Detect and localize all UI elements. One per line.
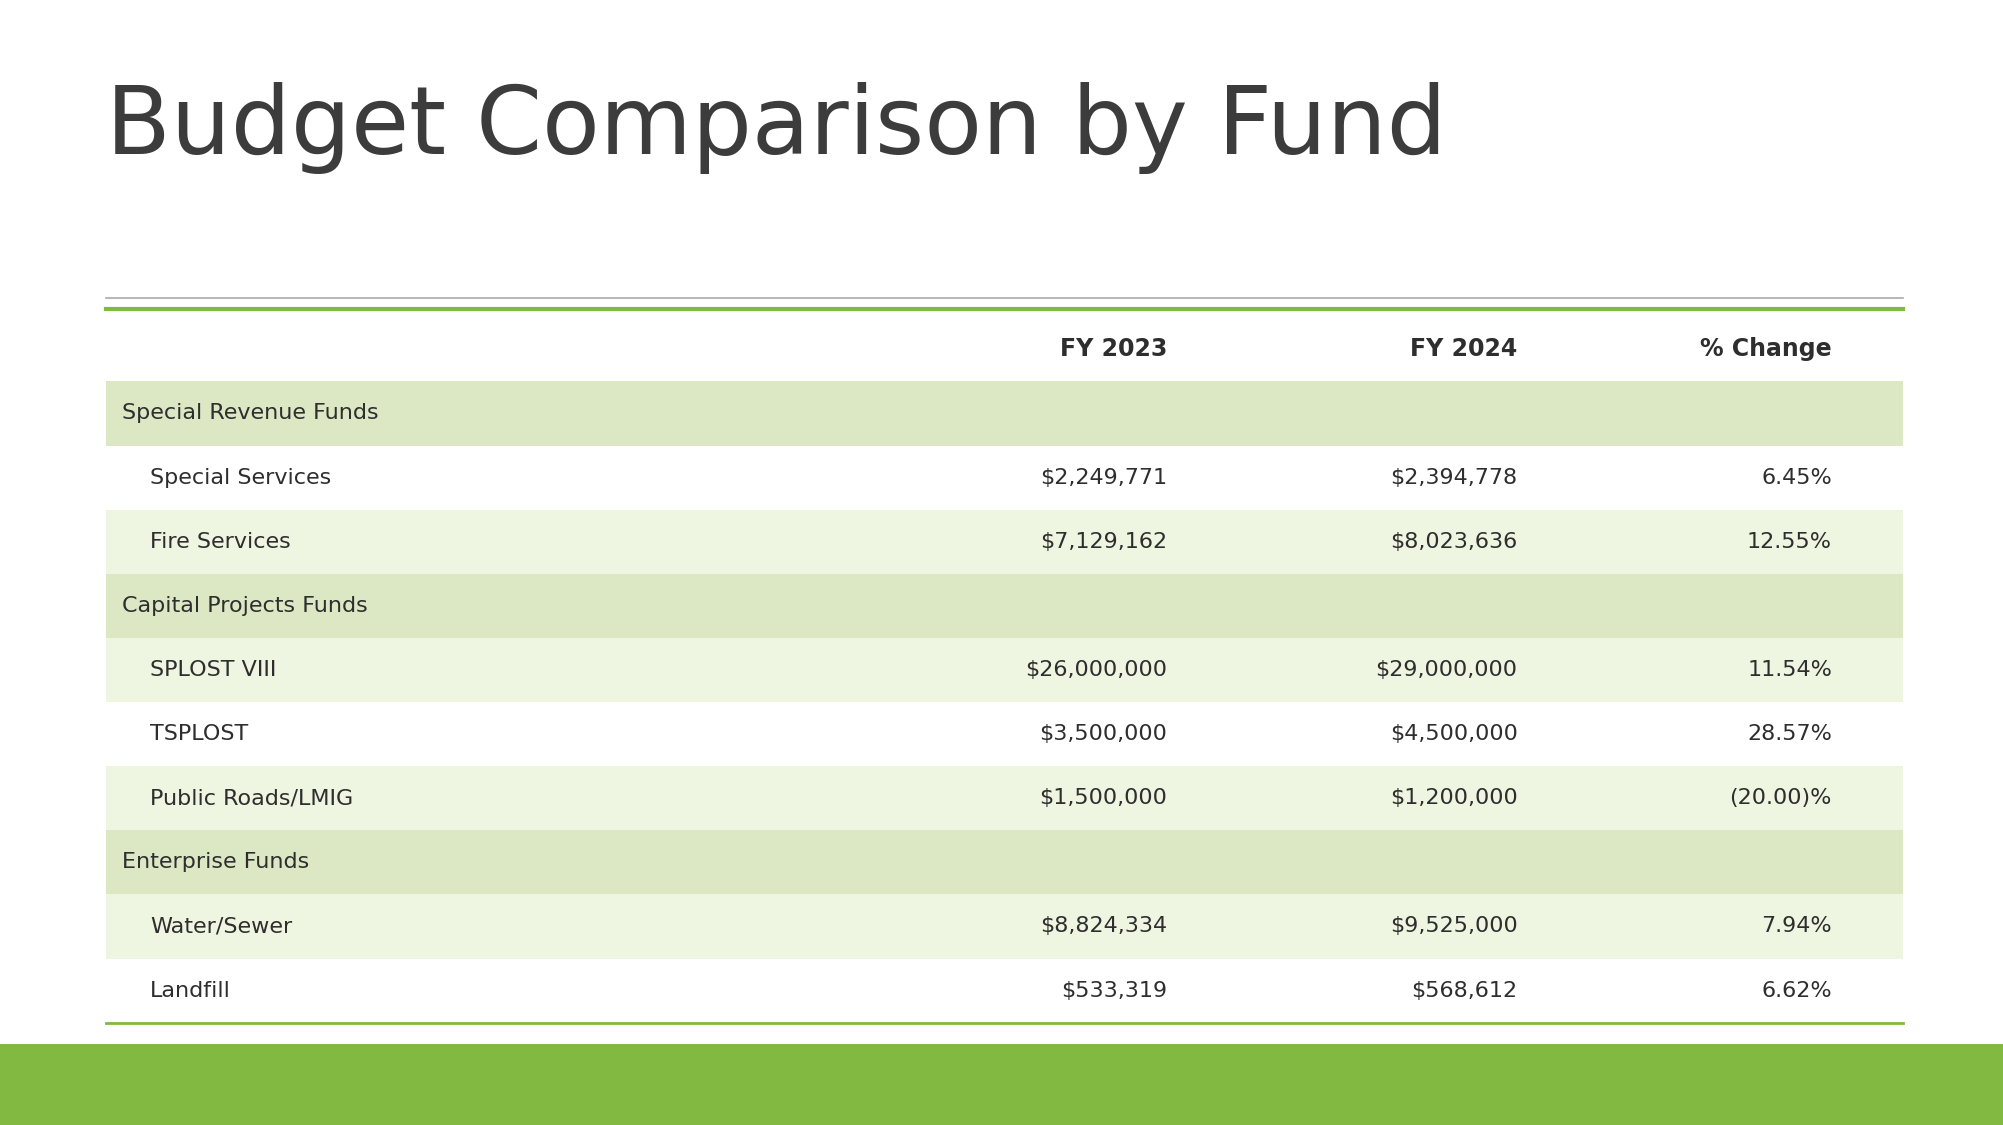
Bar: [106, 510, 1903, 574]
Text: $26,000,000: $26,000,000: [1026, 660, 1168, 680]
Text: $1,200,000: $1,200,000: [1390, 789, 1518, 808]
Text: $3,500,000: $3,500,000: [1040, 724, 1168, 744]
Text: $7,129,162: $7,129,162: [1040, 532, 1168, 551]
Bar: [106, 638, 1903, 702]
Bar: [106, 381, 1903, 446]
Bar: [106, 446, 1903, 510]
Text: 6.62%: 6.62%: [1761, 981, 1833, 1000]
Text: 11.54%: 11.54%: [1747, 660, 1833, 680]
Text: Public Roads/LMIG: Public Roads/LMIG: [150, 789, 353, 808]
Text: $2,249,771: $2,249,771: [1040, 468, 1168, 487]
Text: FY 2024: FY 2024: [1410, 336, 1518, 361]
Bar: [106, 702, 1903, 766]
Text: Enterprise Funds: Enterprise Funds: [122, 853, 308, 872]
Text: Capital Projects Funds: Capital Projects Funds: [122, 596, 369, 615]
Text: $9,525,000: $9,525,000: [1390, 917, 1518, 936]
Text: $533,319: $533,319: [1062, 981, 1168, 1000]
Text: 6.45%: 6.45%: [1761, 468, 1833, 487]
Bar: [106, 574, 1903, 638]
Text: SPLOST VIII: SPLOST VIII: [150, 660, 276, 680]
Bar: [106, 894, 1903, 958]
Text: TSPLOST: TSPLOST: [150, 724, 248, 744]
Text: $8,023,636: $8,023,636: [1390, 532, 1518, 551]
Text: 7.94%: 7.94%: [1761, 917, 1833, 936]
Text: $8,824,334: $8,824,334: [1040, 917, 1168, 936]
Text: Landfill: Landfill: [150, 981, 230, 1000]
Bar: [0, 1044, 2003, 1125]
Text: Special Revenue Funds: Special Revenue Funds: [122, 404, 379, 423]
Text: 12.55%: 12.55%: [1747, 532, 1833, 551]
Bar: [106, 958, 1903, 1023]
Text: $568,612: $568,612: [1412, 981, 1518, 1000]
Text: Special Services: Special Services: [150, 468, 330, 487]
Text: $1,500,000: $1,500,000: [1040, 789, 1168, 808]
Text: Budget Comparison by Fund: Budget Comparison by Fund: [106, 82, 1446, 174]
Text: $4,500,000: $4,500,000: [1390, 724, 1518, 744]
Text: Water/Sewer: Water/Sewer: [150, 917, 292, 936]
Text: (20.00)%: (20.00)%: [1729, 789, 1833, 808]
Text: FY 2023: FY 2023: [1060, 336, 1168, 361]
Text: Fire Services: Fire Services: [150, 532, 290, 551]
Bar: [106, 766, 1903, 830]
Text: $2,394,778: $2,394,778: [1390, 468, 1518, 487]
Text: % Change: % Change: [1701, 336, 1833, 361]
Bar: [106, 830, 1903, 894]
Text: $29,000,000: $29,000,000: [1376, 660, 1518, 680]
Text: 28.57%: 28.57%: [1747, 724, 1833, 744]
